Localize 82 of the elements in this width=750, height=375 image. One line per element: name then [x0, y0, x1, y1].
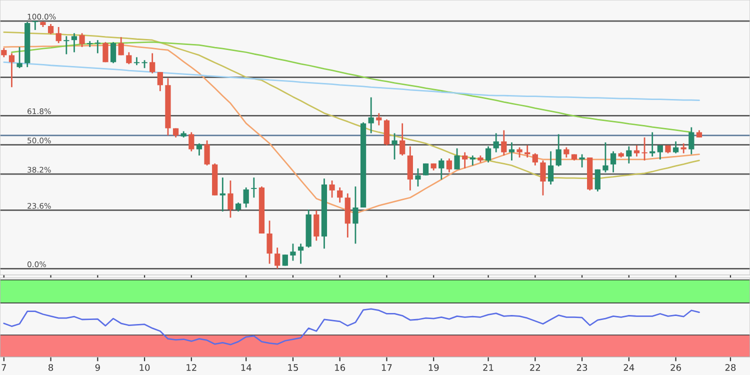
candlestick [688, 126, 694, 155]
candlestick [298, 242, 304, 264]
candlestick [564, 146, 570, 158]
candlestick [337, 186, 343, 204]
candlestick [493, 132, 499, 153]
candlestick [540, 160, 546, 196]
candlestick [680, 142, 686, 154]
candlestick [672, 140, 679, 154]
candlestick [196, 142, 202, 156]
x-tick-label: 22 [530, 364, 540, 371]
candlestick [438, 158, 444, 180]
x-tick-label: 21 [483, 364, 494, 371]
candlestick [594, 168, 600, 192]
candlestick [462, 152, 468, 170]
candlestick [610, 150, 616, 174]
candlestick [274, 246, 280, 270]
candlestick [56, 26, 62, 44]
candlestick [243, 186, 249, 208]
candlestick [352, 186, 358, 244]
candlestick [150, 52, 156, 74]
candlestick [602, 142, 608, 174]
candlestick [548, 150, 554, 186]
candlestick [556, 134, 562, 168]
candlestick [188, 132, 194, 152]
candlestick [87, 40, 93, 48]
x-tick-label: 16 [335, 364, 346, 371]
candlestick [118, 36, 124, 56]
x-tick-label: 15 [288, 364, 298, 371]
candlestick [204, 140, 210, 166]
candlestick [71, 32, 78, 53]
candlestick [79, 32, 85, 48]
candlestick [110, 41, 116, 64]
x-tick-label: 7 [2, 364, 6, 371]
candlestick [228, 180, 234, 218]
candlestick [134, 56, 140, 66]
candlestick [8, 52, 15, 88]
candlestick [501, 130, 507, 156]
x-tick-label: 23 [576, 364, 588, 371]
candlestick [579, 154, 585, 168]
x-tick-label: 12 [186, 364, 196, 371]
candlestick [220, 176, 226, 212]
candlestick [400, 122, 406, 156]
x-tick-label: 8 [48, 364, 54, 371]
x-tick-label: 14 [241, 364, 252, 371]
candlestick [251, 176, 257, 198]
x-tick-label: 19 [428, 364, 439, 371]
candlestick [329, 180, 335, 198]
x-tick-label: 24 [624, 364, 634, 371]
x-tick-label: 28 [725, 364, 736, 371]
x-tick-label: 26 [670, 364, 681, 371]
candlestick [524, 144, 530, 158]
candlestick [32, 20, 38, 31]
candlestick [1, 47, 7, 58]
x-tick-label: 9 [95, 364, 100, 371]
x-tick-label: 10 [140, 364, 150, 371]
candlestick [650, 132, 656, 158]
candlestick [376, 112, 382, 126]
candlestick [485, 146, 492, 164]
candlestick [64, 35, 70, 55]
candlestick [626, 146, 632, 164]
candlestick [16, 46, 22, 69]
candlestick [314, 210, 320, 242]
candlestick [642, 136, 648, 162]
candlestick [290, 242, 296, 262]
candlestick [454, 148, 460, 170]
candlestick [102, 41, 108, 63]
candlestick [470, 154, 476, 166]
candlestick [48, 23, 54, 35]
candlestick [516, 146, 522, 158]
x-tick-label: 17 [382, 364, 392, 371]
candlestick [368, 96, 374, 134]
candlestick [126, 52, 132, 65]
candlestick [446, 158, 452, 174]
candlestick [392, 132, 398, 160]
candlestick [157, 71, 163, 92]
candlestick [532, 152, 538, 166]
candlestick [657, 144, 663, 160]
candlestick [508, 142, 515, 162]
candlestick [266, 220, 272, 264]
candlestick [415, 168, 421, 188]
candlestick [94, 39, 100, 54]
candlestick [634, 144, 640, 158]
